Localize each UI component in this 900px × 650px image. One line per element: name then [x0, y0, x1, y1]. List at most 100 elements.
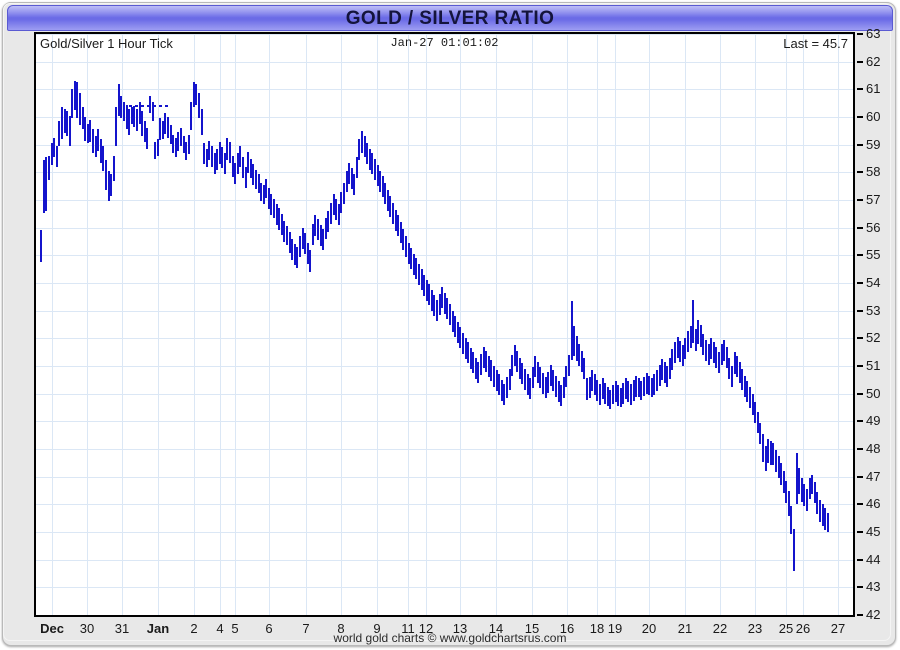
y-tick-mark [857, 448, 863, 450]
price-bar [475, 358, 477, 379]
price-bar [431, 290, 433, 311]
x-tick-label: 2 [190, 621, 198, 636]
price-bar [493, 366, 495, 387]
x-tick-label: 6 [265, 621, 273, 636]
price-bar [563, 377, 565, 398]
price-bar [296, 247, 298, 268]
price-bar [170, 125, 172, 144]
reference-line [129, 105, 169, 107]
x-tick-label: 14 [488, 621, 504, 636]
price-bar [239, 146, 241, 167]
price-bar [159, 118, 161, 140]
x-tick-label: 4 [216, 621, 224, 636]
y-tick-label: 52 [866, 330, 881, 345]
price-bar [172, 135, 174, 153]
price-bar [361, 131, 363, 153]
y-tick-mark [857, 420, 863, 422]
price-bar [167, 117, 169, 138]
y-tick-mark [857, 282, 863, 284]
price-bar [803, 484, 805, 506]
price-bar [309, 250, 311, 272]
price-bar [625, 378, 627, 399]
price-bar [477, 362, 479, 383]
price-bar [744, 376, 746, 397]
price-bar [772, 443, 774, 465]
price-bar [95, 136, 97, 157]
price-bar [343, 183, 345, 204]
price-bar [237, 153, 239, 174]
price-bar [780, 463, 782, 485]
price-bar [532, 367, 534, 388]
price-bar [51, 143, 53, 165]
y-axis: 63 62 61 60 59 58 57 56 55 54 53 52 51 50 49 48 47 46 45 44… [855, 26, 900, 622]
price-bar [389, 196, 391, 217]
price-bar [524, 369, 526, 390]
y-tick-label: 47 [866, 469, 881, 484]
x-tick-label: 23 [747, 621, 763, 636]
price-bar [206, 149, 208, 167]
x-tick-label: 25 [778, 621, 794, 636]
price-bar [260, 183, 262, 201]
price-bar [643, 377, 645, 396]
gridline-vertical [269, 34, 270, 615]
price-bar [594, 374, 596, 395]
x-tick-label: 30 [79, 621, 95, 636]
price-bar [633, 380, 635, 401]
gridline-vertical [122, 34, 123, 615]
y-tick-label: 46 [866, 496, 881, 511]
chart-timestamp: Jan-27 01:01:02 [390, 36, 499, 50]
price-bar [276, 204, 278, 225]
price-bar [684, 338, 686, 359]
chart-last-value-label: Last = 45.7 [783, 36, 848, 51]
price-bar [120, 96, 122, 118]
gridline-vertical [235, 34, 236, 615]
gridline-vertical [755, 34, 756, 615]
price-bar [822, 504, 824, 526]
price-bar [653, 374, 655, 395]
price-bar [752, 394, 754, 415]
price-bar [405, 236, 407, 257]
price-bar [201, 109, 203, 135]
price-bar [183, 136, 185, 153]
price-bar [74, 81, 76, 110]
price-bar [809, 478, 811, 499]
price-bar [612, 385, 614, 404]
price-bar [454, 316, 456, 337]
price-bar [449, 304, 451, 325]
price-bar [139, 102, 141, 124]
price-bar [441, 287, 443, 308]
price-bar [444, 293, 446, 314]
price-bar [527, 374, 529, 395]
price-bar [483, 347, 485, 368]
price-bar [708, 344, 710, 365]
price-bar [294, 244, 296, 265]
price-bar [702, 334, 704, 355]
gridline-vertical [838, 34, 839, 615]
y-tick-mark [857, 227, 863, 229]
price-bar [723, 340, 725, 361]
price-bar [102, 146, 104, 171]
price-bar [152, 102, 154, 121]
price-bar [387, 190, 389, 211]
price-bar [433, 295, 435, 316]
price-bar [175, 138, 177, 157]
price-bar [472, 352, 474, 373]
gridline-horizontal [36, 421, 853, 422]
price-bar [583, 358, 585, 379]
price-bar [358, 139, 360, 160]
price-bar [252, 164, 254, 185]
price-bar [302, 228, 304, 249]
price-bar [415, 258, 417, 279]
price-bar [674, 342, 676, 363]
price-bar [806, 489, 808, 511]
price-bar [353, 174, 355, 195]
gridline-vertical [87, 34, 88, 615]
chart-plot-area[interactable]: Gold/Silver 1 Hour Tick Jan-27 01:01:02 … [34, 32, 855, 617]
price-bar [281, 214, 283, 235]
price-bar [700, 325, 702, 347]
price-bar [713, 342, 715, 363]
price-bar [571, 301, 573, 360]
price-bar [550, 365, 552, 386]
gridline-horizontal [36, 228, 853, 229]
